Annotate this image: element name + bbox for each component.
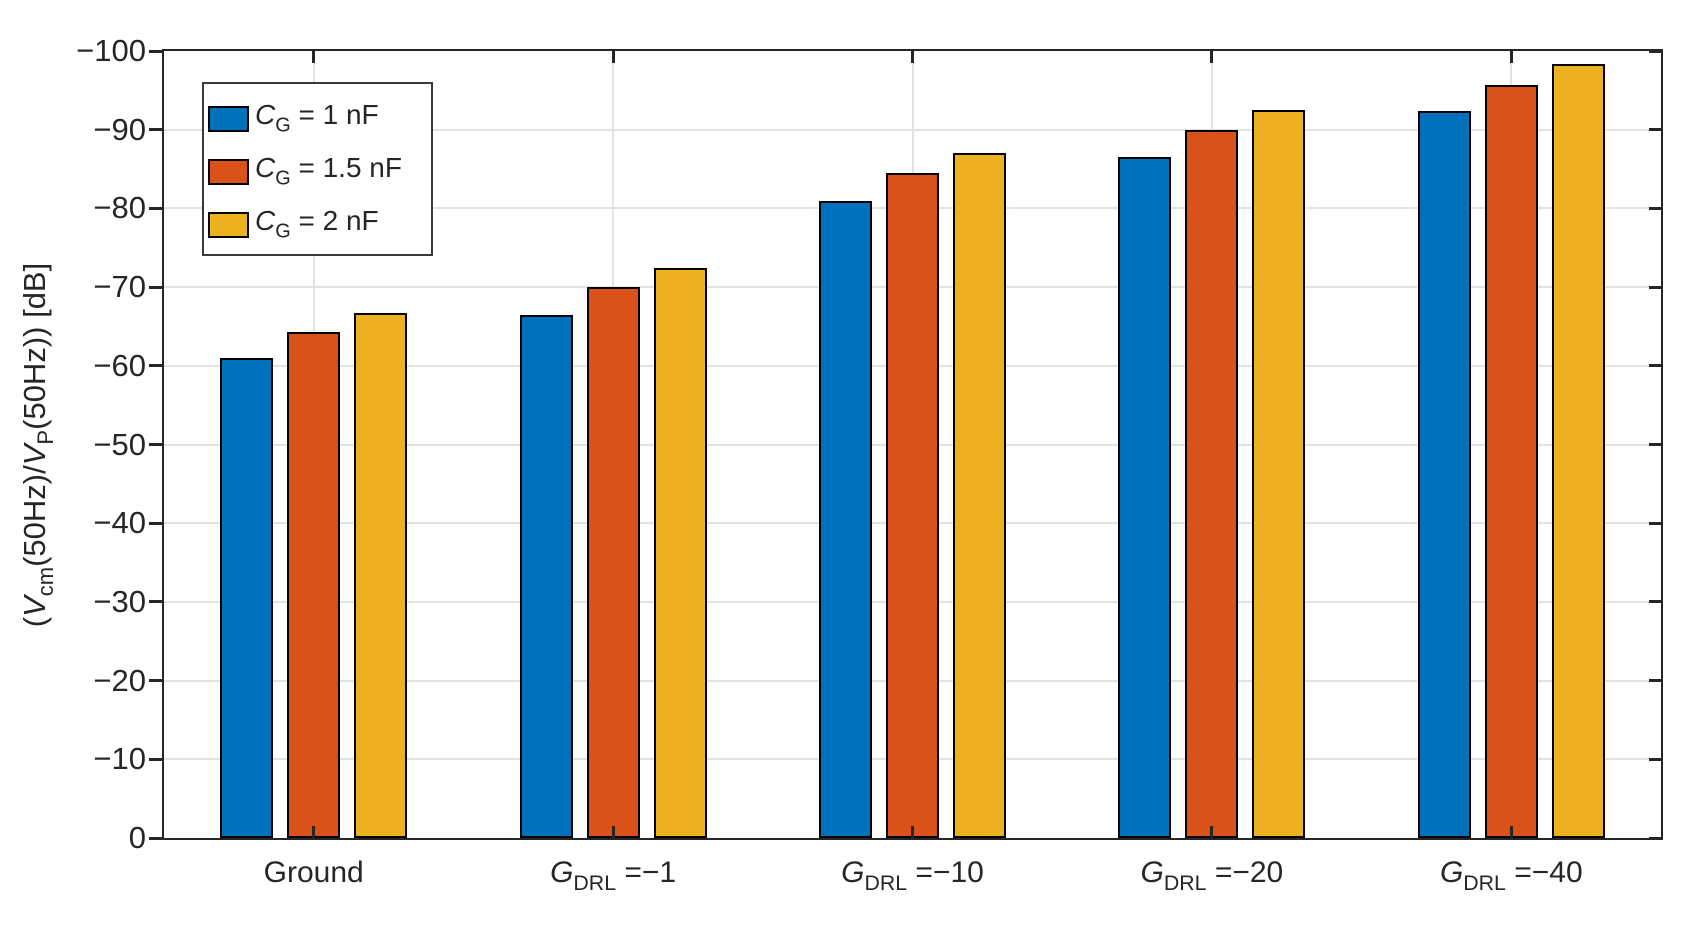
x-tick-label-3: GDRL =−20 (1141, 856, 1284, 900)
x-tick-top-1 (611, 51, 615, 63)
x-tick-label-part: =−10 (907, 856, 984, 889)
x-tick-label-1: GDRL =−1 (550, 856, 676, 900)
x-tick-bottom-1 (611, 826, 615, 838)
bar-series1-cat4 (1484, 84, 1538, 838)
y-tick-right--10 (1649, 757, 1661, 761)
x-tick-top-4 (1509, 51, 1513, 63)
x-tick-label-4: GDRL =−40 (1440, 856, 1583, 900)
y-tick-left--100 (149, 49, 162, 53)
x-tick-label-part: G (1140, 856, 1164, 889)
legend-item: CG = 1 nF (208, 92, 431, 145)
legend-label-part: C (255, 152, 276, 184)
y-tick-left--60 (149, 364, 162, 368)
x-tick-label-part: DRL (573, 871, 617, 896)
bar-series1-cat2 (886, 172, 939, 838)
y-tick-left--50 (149, 443, 162, 446)
x-tick-label-2: GDRL =−10 (841, 856, 984, 900)
y-tick-right--80 (1649, 206, 1661, 210)
y-tick-right-0 (1649, 836, 1661, 840)
bar-series0-cat3 (1118, 157, 1172, 838)
legend-label: CG = 1 nF (255, 99, 379, 138)
x-tick-bottom-4 (1509, 826, 1513, 838)
x-tick-bottom-3 (1210, 826, 1214, 838)
legend-label-part: G (275, 114, 291, 137)
y-tick-right--40 (1649, 521, 1661, 525)
legend-label-part: C (255, 99, 276, 131)
y-tick-left--20 (149, 679, 162, 683)
bar-series2-cat3 (1252, 110, 1306, 838)
y-tick-left--80 (149, 206, 162, 210)
legend-label: CG = 1.5 nF (255, 152, 402, 191)
x-tick-label-part: =−20 (1206, 856, 1284, 889)
y-tick-right--90 (1649, 128, 1661, 132)
x-tick-label-0: Ground (263, 856, 364, 889)
x-tick-label-part: DRL (1163, 871, 1207, 896)
y-tick-label--90: −90 (93, 111, 146, 147)
x-tick-label-part: =−1 (616, 856, 677, 889)
y-tick-right--50 (1649, 443, 1661, 446)
y-tick-label--50: −50 (93, 426, 146, 462)
y-tick-label--30: −30 (93, 583, 146, 619)
legend-item: CG = 1.5 nF (208, 145, 431, 198)
legend-label-part: C (255, 205, 276, 237)
y-tick-right--30 (1649, 600, 1661, 604)
y-tick-left-0 (149, 836, 162, 840)
y-tick-label--70: −70 (93, 269, 146, 305)
x-tick-label-part: =−40 (1505, 856, 1583, 889)
y-tick-left--90 (149, 128, 162, 132)
x-tick-label-part: DRL (864, 871, 908, 896)
y-tick-label--40: −40 (93, 505, 146, 541)
legend-label-part: = 1 nF (290, 99, 379, 131)
legend-swatch-cg-2nf (208, 211, 249, 238)
legend-label-part: G (275, 167, 291, 190)
x-tick-bottom-0 (312, 826, 316, 838)
bar-series0-cat2 (819, 200, 872, 838)
y-tick-right--100 (1649, 49, 1661, 53)
legend: CG = 1 nF CG = 1.5 nF CG = 2 nF (202, 82, 433, 256)
legend-item: CG = 2 nF (208, 198, 431, 251)
x-tick-top-0 (312, 51, 316, 63)
y-tick-label--10: −10 (93, 741, 146, 777)
x-tick-top-2 (911, 51, 914, 63)
bar-series2-cat2 (953, 153, 1006, 838)
y-tick-left--30 (149, 600, 162, 604)
x-tick-bottom-2 (911, 826, 914, 838)
bar-series1-cat0 (287, 331, 341, 838)
plot-area: CG = 1 nF CG = 1.5 nF CG = 2 nF (149, 49, 1663, 840)
y-tick-right--70 (1649, 285, 1661, 289)
y-tick-label--20: −20 (93, 662, 146, 698)
y-tick-left--40 (149, 521, 162, 525)
bar-series0-cat1 (519, 314, 573, 838)
legend-label-part: = 1.5 nF (290, 152, 402, 184)
legend-label: CG = 2 nF (255, 205, 379, 244)
y-tick-left--70 (149, 285, 162, 289)
legend-swatch-cg-1nf (208, 105, 249, 132)
y-tick-label-0: 0 (128, 820, 146, 855)
y-tick-right--60 (1649, 364, 1661, 368)
legend-label-part: G (275, 220, 291, 243)
bar-series2-cat4 (1551, 64, 1605, 838)
y-tick-label--60: −60 (93, 347, 146, 383)
bar-series2-cat0 (354, 313, 408, 838)
x-tick-label-part: G (550, 856, 574, 889)
y-tick-right--20 (1649, 679, 1661, 683)
x-tick-label-part: DRL (1463, 871, 1506, 896)
y-tick-label--80: −80 (93, 190, 146, 226)
bar-series1-cat1 (586, 287, 640, 838)
bar-series2-cat1 (653, 268, 707, 838)
legend-swatch-cg-1p5nf (208, 158, 249, 185)
x-tick-label-part: G (1439, 856, 1464, 889)
bar-series1-cat3 (1185, 129, 1239, 838)
x-tick-label-part: G (841, 856, 865, 889)
bar-series0-cat0 (220, 357, 274, 838)
legend-label-part: = 2 nF (290, 205, 379, 237)
bar-series0-cat4 (1417, 110, 1471, 838)
y-tick-left--10 (149, 757, 162, 761)
y-tick-label--100: −100 (76, 33, 146, 68)
x-tick-top-3 (1210, 51, 1214, 63)
